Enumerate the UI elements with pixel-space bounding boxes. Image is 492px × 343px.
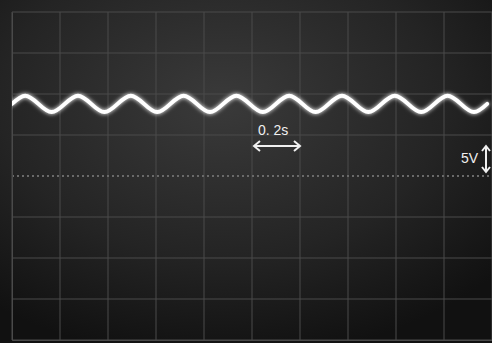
grid-line xyxy=(12,217,492,218)
grid-line xyxy=(300,12,301,340)
arrow-head xyxy=(482,167,490,172)
annotations: 0. 2s 5V xyxy=(254,122,490,172)
background xyxy=(0,0,492,343)
trace xyxy=(12,96,487,112)
grid-y xyxy=(12,12,492,340)
grid-line xyxy=(12,12,492,13)
arrow-head xyxy=(482,146,490,151)
arrow-head xyxy=(254,141,260,151)
arrow-head xyxy=(294,141,300,151)
oscilloscope: 0. 2s 5V xyxy=(0,0,492,343)
arrow-line xyxy=(254,145,300,147)
grid-line xyxy=(12,94,492,95)
grid-line xyxy=(12,12,13,340)
grid-line xyxy=(12,175,492,177)
grid-line xyxy=(156,12,157,340)
grid-line xyxy=(12,53,492,54)
y-axis xyxy=(12,13,14,341)
axis-line xyxy=(13,340,492,341)
grid-line xyxy=(12,299,492,300)
grid-x xyxy=(12,12,492,340)
grid-line xyxy=(12,258,492,259)
arrow-line xyxy=(485,146,487,172)
grid-line xyxy=(60,12,61,340)
grid-line xyxy=(12,135,492,136)
plot-area xyxy=(12,96,487,112)
volt-div-label: 5V xyxy=(461,150,479,166)
volt-div-arrow xyxy=(482,146,490,172)
grid-line xyxy=(12,340,492,341)
grid-line xyxy=(396,12,397,340)
x-axis xyxy=(13,340,492,342)
axis-line xyxy=(12,13,13,341)
time-div-label: 0. 2s xyxy=(258,122,288,138)
time-div-arrow xyxy=(254,141,300,151)
